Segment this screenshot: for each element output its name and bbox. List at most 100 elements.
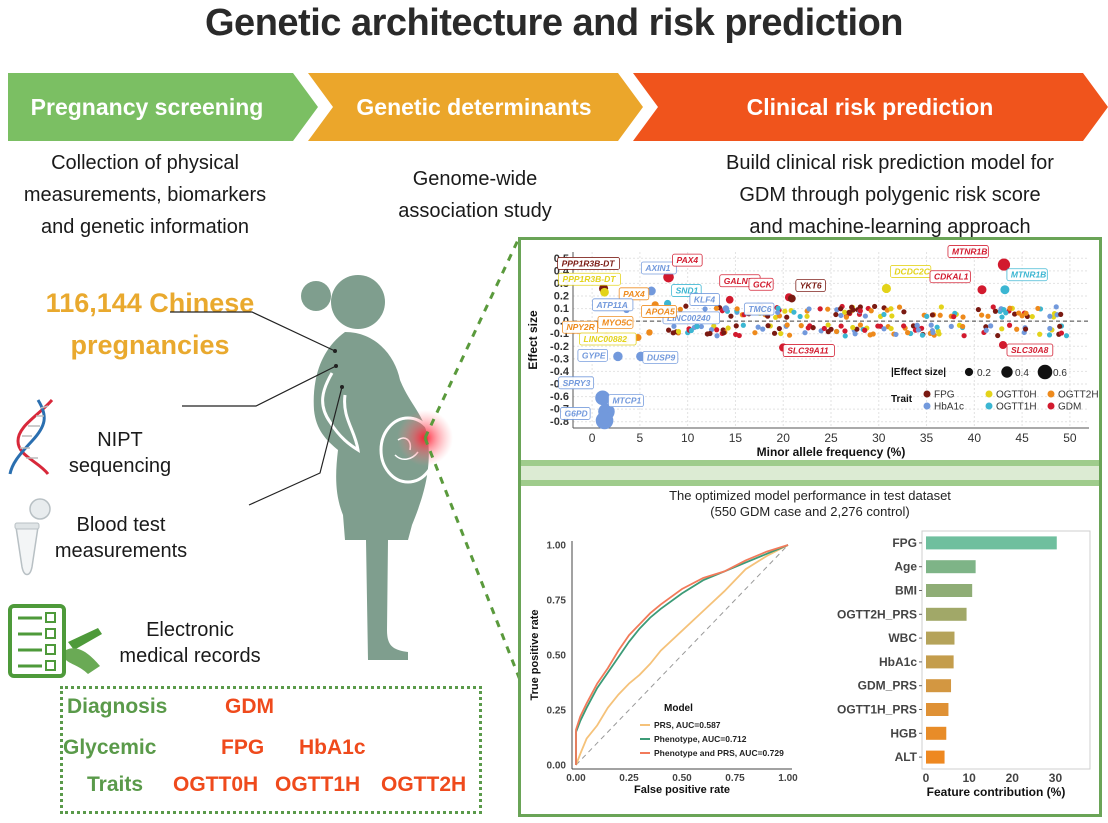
data-point xyxy=(951,314,957,320)
gene-label-box xyxy=(782,344,835,357)
gene-label-box xyxy=(597,316,634,329)
screening-description-line: Collection of physical xyxy=(51,152,239,174)
page-title: Genetic architecture and risk prediction xyxy=(205,2,904,44)
data-point xyxy=(775,305,781,311)
data-point xyxy=(888,325,894,332)
data-point xyxy=(850,307,856,313)
gene-label-box xyxy=(557,257,620,270)
gene-label: SPRY3 xyxy=(563,378,591,388)
data-point xyxy=(990,304,996,310)
data-point-labeled xyxy=(997,258,1011,271)
gene-label-box xyxy=(579,332,637,346)
data-point xyxy=(704,331,710,337)
x-tick-label: 0.00 xyxy=(566,773,586,784)
data-point xyxy=(924,313,930,319)
feature-bar xyxy=(926,536,1057,550)
data-point xyxy=(868,308,874,314)
feature-contribution-chart: FPG Age BMI OGTT2H_PRS WBC HbA1c GDM_PRS OGTT1H… xyxy=(837,530,1091,799)
clinical-description-line: Build clinical risk prediction model for xyxy=(726,152,1054,174)
trait-legend-dot xyxy=(923,390,931,398)
data-point-labeled xyxy=(595,390,611,406)
data-point xyxy=(1014,326,1020,332)
gene-label: AXIN1 xyxy=(644,263,670,273)
data-point xyxy=(948,323,954,329)
genetic-description-line: Genome-wide xyxy=(412,168,538,190)
roc-curve-chart: 1.00 0.75 0.50 0.25 0.000.00 0.25 0.50 0.75 1.00… xyxy=(529,541,798,797)
data-point xyxy=(833,311,839,318)
data-point xyxy=(901,309,907,315)
x-tick-label: 5 xyxy=(637,431,644,445)
gene-label: APOA5 xyxy=(644,306,675,316)
clinical-description-line: and machine-learning approach xyxy=(749,216,1031,238)
data-point xyxy=(842,309,848,315)
gene-label: GALNT5 xyxy=(724,276,758,286)
data-point xyxy=(771,330,778,336)
feature-bar xyxy=(926,655,954,669)
connector-blood-test xyxy=(182,365,337,407)
data-point xyxy=(846,309,852,315)
data-point xyxy=(888,306,894,312)
gene-label-box xyxy=(577,348,608,362)
trait-legend-label: OGTT2H xyxy=(1058,390,1099,401)
data-point xyxy=(797,313,803,320)
stage-label-clinical: Clinical risk prediction xyxy=(746,94,994,120)
screening-description-line: and genetic information xyxy=(41,216,249,238)
size-legend-label: 0.4 xyxy=(1015,368,1029,379)
x-tick-label: 0 xyxy=(589,431,596,445)
feature-label: BMI xyxy=(895,584,917,598)
trait-legend-label: GDM xyxy=(1058,402,1081,413)
arm-outline xyxy=(321,372,360,453)
data-point xyxy=(843,314,849,320)
data-point xyxy=(930,329,936,336)
data-point xyxy=(985,313,991,319)
data-point xyxy=(857,304,863,310)
data-point xyxy=(905,330,911,336)
trait-gdm: GDM xyxy=(225,695,274,718)
source-emr-line: medical records xyxy=(119,645,261,667)
gene-label: MYO5C xyxy=(602,317,633,327)
data-point xyxy=(1035,305,1041,312)
feature-bar xyxy=(926,560,976,574)
data-point xyxy=(992,308,999,314)
trait-legend-label: HbA1c xyxy=(934,402,964,413)
source-emr-line: Electronic xyxy=(146,619,234,641)
size-legend-dot xyxy=(1001,366,1013,378)
data-point xyxy=(852,331,858,337)
data-point xyxy=(791,309,797,315)
x-tick-label: 20 xyxy=(777,431,791,445)
x-tick-label: 0 xyxy=(923,771,930,785)
data-point xyxy=(857,322,864,328)
data-point xyxy=(714,333,720,339)
process-chevrons xyxy=(8,73,1108,141)
trait-legend-dot xyxy=(985,390,993,398)
data-point xyxy=(862,313,868,319)
trait-legend-dot xyxy=(1047,402,1055,410)
feature-bar xyxy=(926,750,945,764)
gene-label-box xyxy=(558,272,621,286)
zoom-line-top xyxy=(423,240,520,439)
x-tick-label: 30 xyxy=(1049,771,1063,785)
data-point xyxy=(694,324,700,330)
panel-divider-band xyxy=(521,460,1099,486)
data-point xyxy=(804,313,810,319)
data-point xyxy=(1047,313,1053,319)
x-tick-label: 25 xyxy=(824,431,838,445)
data-point xyxy=(838,312,844,319)
trait-legend-dot xyxy=(923,402,931,410)
data-point-labeled xyxy=(595,411,614,430)
traits-box: Diagnosis GDM Glycemic FPG HbA1c Traits … xyxy=(60,686,482,814)
gene-label: NPY2R xyxy=(566,322,595,332)
gene-label-box xyxy=(748,277,774,291)
gene-label-box xyxy=(642,350,679,364)
trait-legend-label: OGTT1H xyxy=(996,402,1037,413)
data-point-labeled xyxy=(613,351,623,362)
data-point xyxy=(683,303,689,309)
data-point xyxy=(938,304,944,310)
size-legend-label: 0.2 xyxy=(977,368,991,379)
data-point xyxy=(698,323,704,330)
stage-label-screening: Pregnancy screening xyxy=(30,94,264,120)
clinical-description-line: GDM through polygenic risk score xyxy=(739,184,1041,206)
y-axis-title: Effect size xyxy=(526,310,540,370)
y-tick-label: -0.2 xyxy=(550,341,569,353)
source-emr: Electronic medical records xyxy=(110,617,270,669)
